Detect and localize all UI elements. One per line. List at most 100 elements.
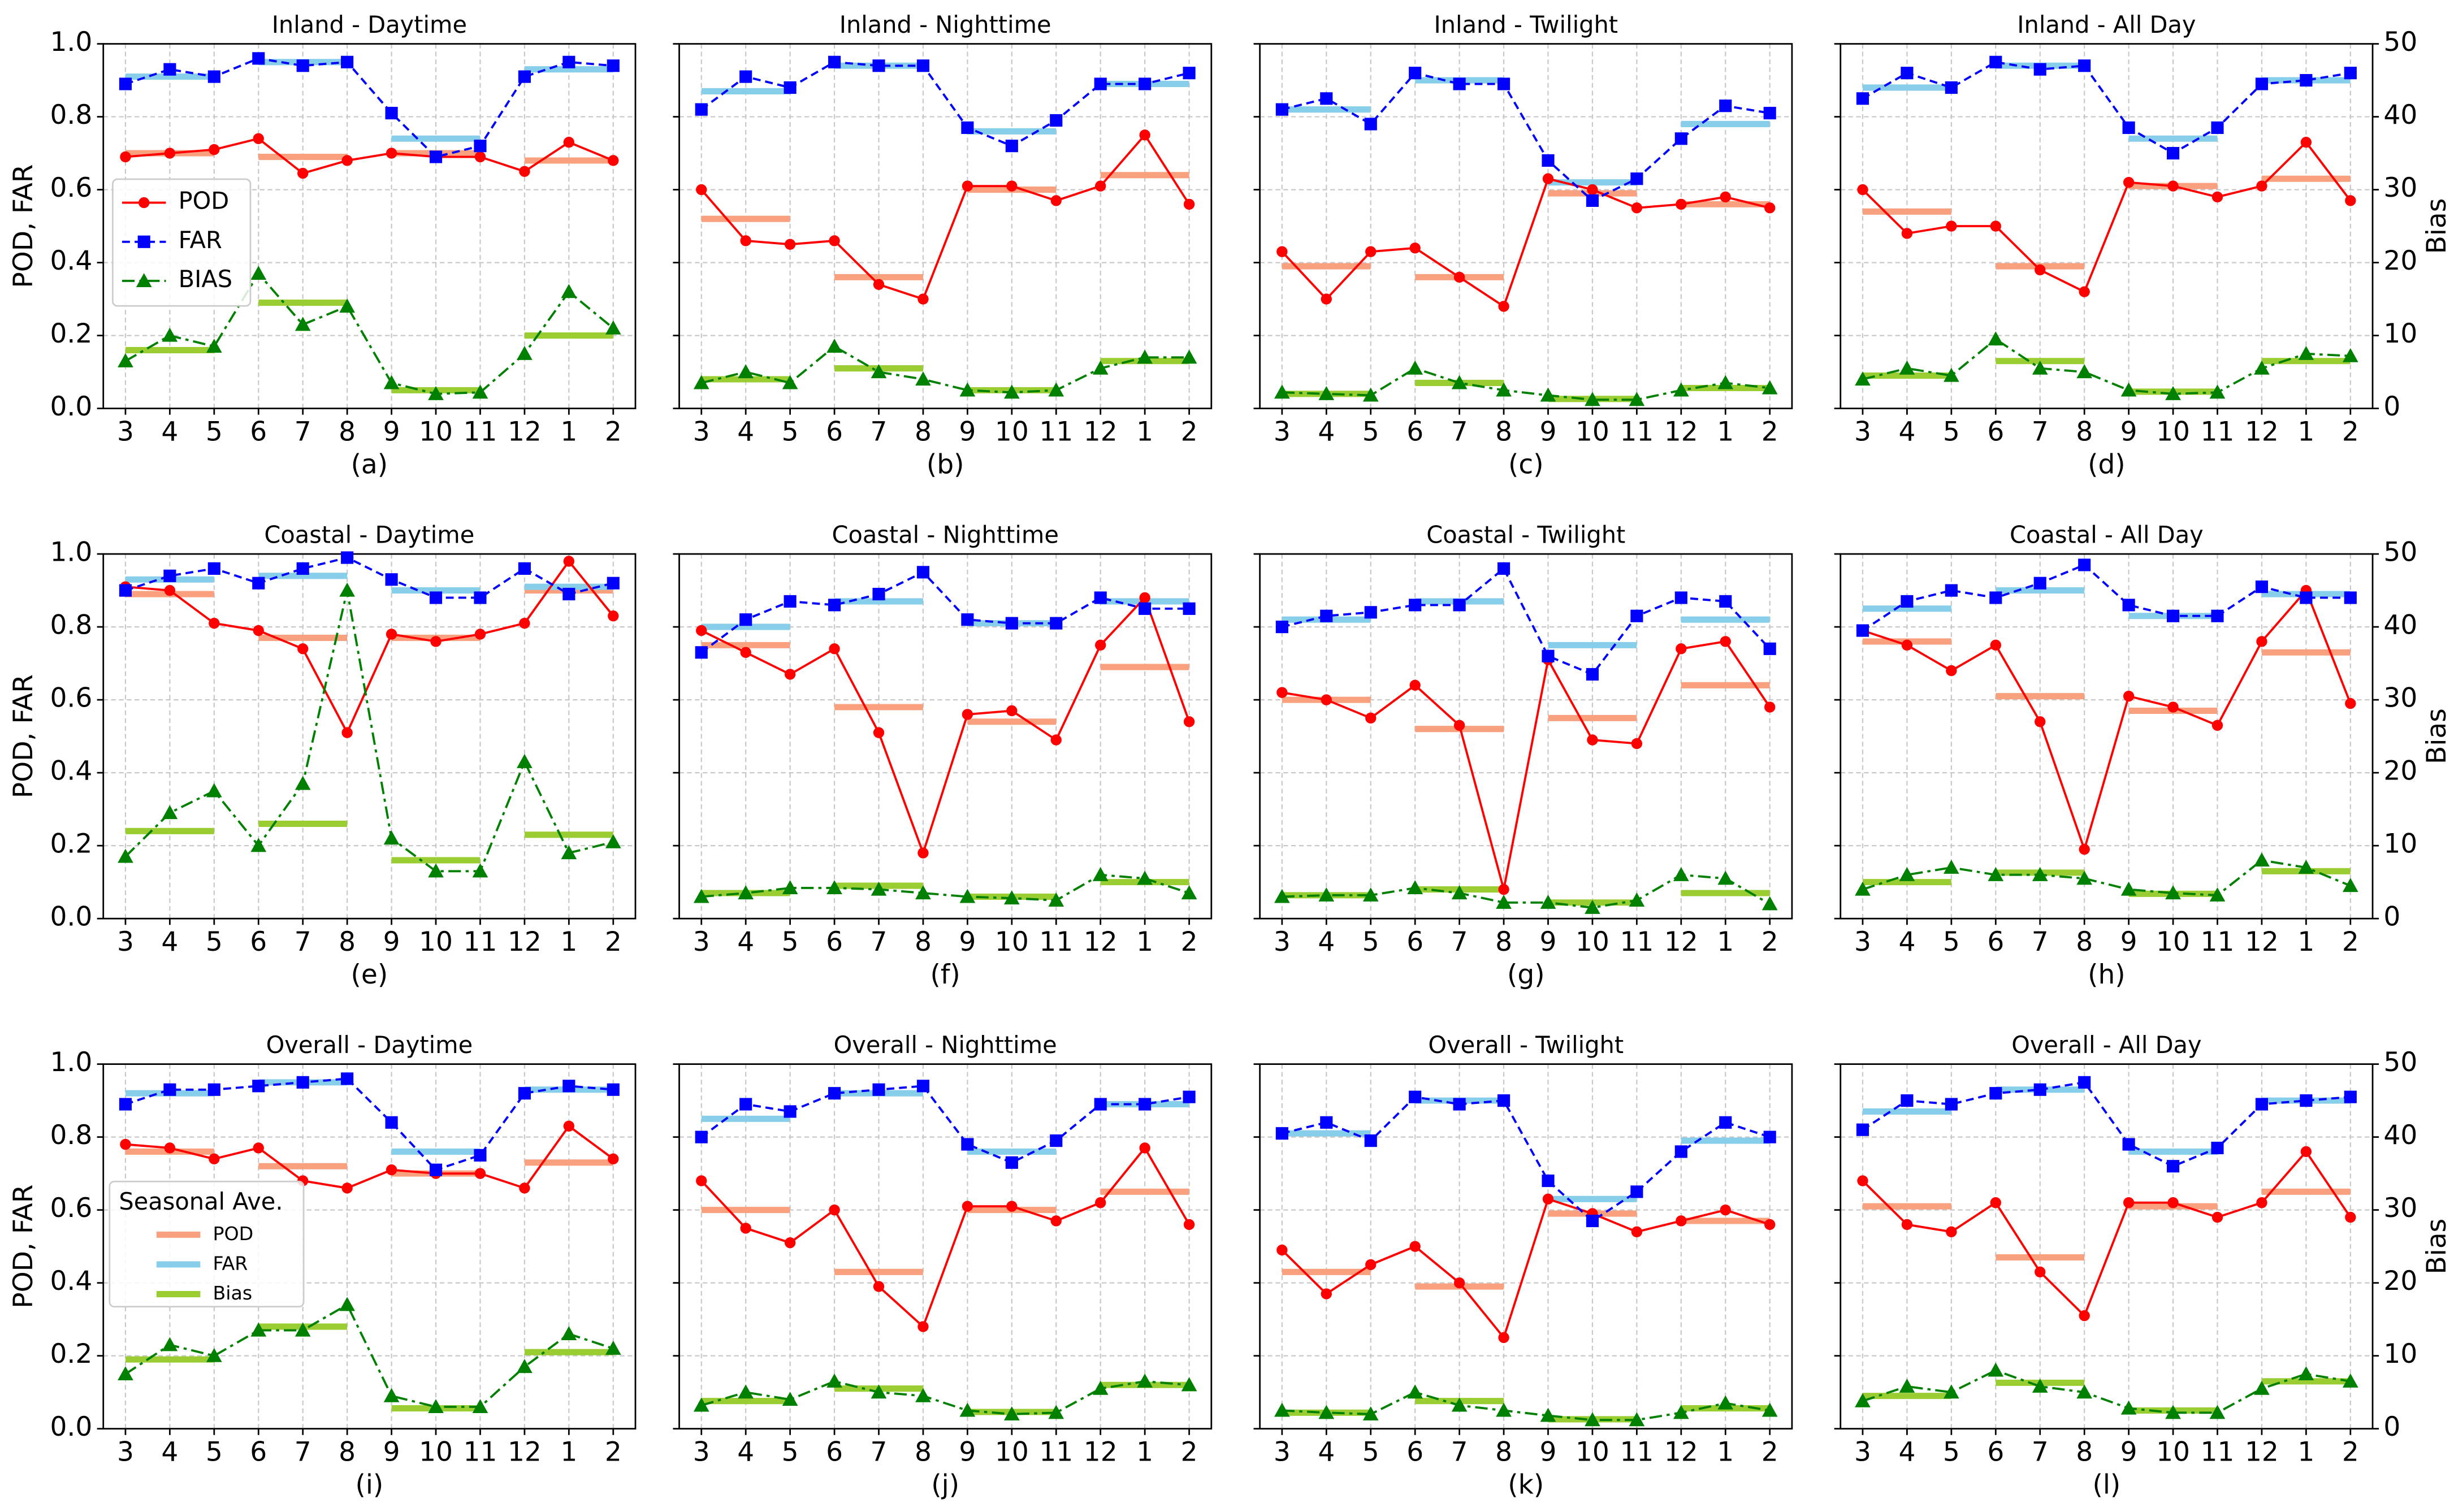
x-tick-label: 2 <box>1181 926 1198 958</box>
point <box>561 284 577 298</box>
point <box>829 643 840 655</box>
point <box>339 298 355 313</box>
point <box>2123 176 2135 188</box>
plot-frame <box>102 43 637 410</box>
x-tick-label: 10 <box>2156 926 2190 958</box>
panel-title: Coastal - Daytime <box>264 521 474 549</box>
point <box>1409 1090 1422 1103</box>
point <box>1496 382 1512 397</box>
point <box>2300 73 2313 87</box>
point <box>1094 591 1107 604</box>
point <box>1901 595 1914 608</box>
point <box>1498 883 1509 895</box>
point <box>163 569 176 582</box>
point <box>295 1322 311 1337</box>
x-tick-label: 7 <box>2032 416 2049 447</box>
point <box>1899 360 1915 375</box>
x-tick-label: 12 <box>508 416 542 447</box>
point <box>1761 896 1778 911</box>
point <box>1409 679 1421 691</box>
point <box>385 107 398 120</box>
x-tick-label: 11 <box>1039 416 1073 447</box>
point <box>608 1153 619 1165</box>
point <box>2076 870 2093 885</box>
y2-tick-label: 0 <box>2383 1411 2400 1442</box>
point <box>1320 92 1333 105</box>
point <box>1137 349 1153 364</box>
point <box>1761 380 1778 395</box>
x-tick-label: 8 <box>339 1436 356 1467</box>
point <box>1094 77 1107 90</box>
point <box>1585 392 1600 406</box>
x-tick-label: 5 <box>782 1436 799 1467</box>
point <box>428 863 444 878</box>
point <box>1585 899 1600 914</box>
point <box>1946 220 1957 232</box>
x-tick-label: 12 <box>2245 926 2279 958</box>
y-axis-label: POD, FAR <box>8 164 39 288</box>
point <box>250 266 267 280</box>
panel-label: (a) <box>351 449 388 480</box>
point <box>1901 639 1913 651</box>
panel-label: (d) <box>2088 449 2126 480</box>
x-tick-label: 3 <box>117 1436 134 1467</box>
x-tick-label: 4 <box>1898 1436 1915 1467</box>
x-tick-label: 5 <box>1943 1436 1960 1467</box>
x-tick-label: 1 <box>2297 926 2314 958</box>
point <box>1585 1412 1600 1427</box>
point <box>1320 609 1333 622</box>
point <box>1409 67 1422 80</box>
point <box>2345 697 2356 709</box>
point <box>2120 881 2137 896</box>
point <box>1183 1219 1195 1231</box>
y-tick-label: 1.0 <box>50 1047 93 1078</box>
point <box>1719 1116 1732 1129</box>
point <box>2166 147 2180 160</box>
panel-title: Coastal - All Day <box>2010 521 2204 549</box>
series-line <box>1862 1081 2351 1168</box>
point <box>1988 1362 2004 1377</box>
point <box>2298 346 2314 360</box>
legend-label: POD <box>179 187 230 215</box>
point <box>959 889 976 903</box>
point <box>784 669 796 680</box>
point <box>1586 194 1599 207</box>
x-tick-label: 11 <box>464 1436 497 1467</box>
point <box>1451 885 1468 900</box>
x-tick-label: 4 <box>737 1436 754 1467</box>
x-tick-label: 12 <box>2245 416 2279 447</box>
x-tick-label: 7 <box>1451 1436 1468 1467</box>
x-tick-label: 10 <box>995 1436 1029 1467</box>
y-tick-label: 0.6 <box>50 1193 93 1224</box>
point <box>1092 1380 1109 1395</box>
y2-tick-label: 20 <box>2383 756 2417 787</box>
point <box>1318 887 1335 902</box>
point <box>474 1168 486 1179</box>
x-tick-label: 5 <box>1362 416 1379 447</box>
point <box>1318 385 1335 400</box>
x-tick-label: 4 <box>1318 926 1335 958</box>
point <box>607 59 620 72</box>
point <box>872 587 885 601</box>
x-tick-label: 7 <box>871 416 888 447</box>
point <box>252 52 265 65</box>
point <box>562 1080 575 1093</box>
point <box>1274 384 1290 399</box>
point <box>1990 639 2001 651</box>
x-tick-label: 4 <box>1898 926 1915 958</box>
point <box>1720 191 1731 203</box>
x-tick-label: 4 <box>737 926 754 958</box>
point <box>2166 609 2180 622</box>
point <box>1899 867 1915 881</box>
y2-tick-label: 10 <box>2383 318 2417 349</box>
point <box>2211 609 2224 622</box>
point <box>2344 1090 2357 1103</box>
x-tick-label: 1 <box>560 1436 577 1467</box>
panel-title: Coastal - Twilight <box>1426 521 1625 549</box>
point <box>1899 1379 1915 1393</box>
x-tick-label: 2 <box>2342 1436 2359 1467</box>
point <box>428 1399 444 1414</box>
point <box>959 1402 976 1417</box>
point <box>605 834 621 848</box>
